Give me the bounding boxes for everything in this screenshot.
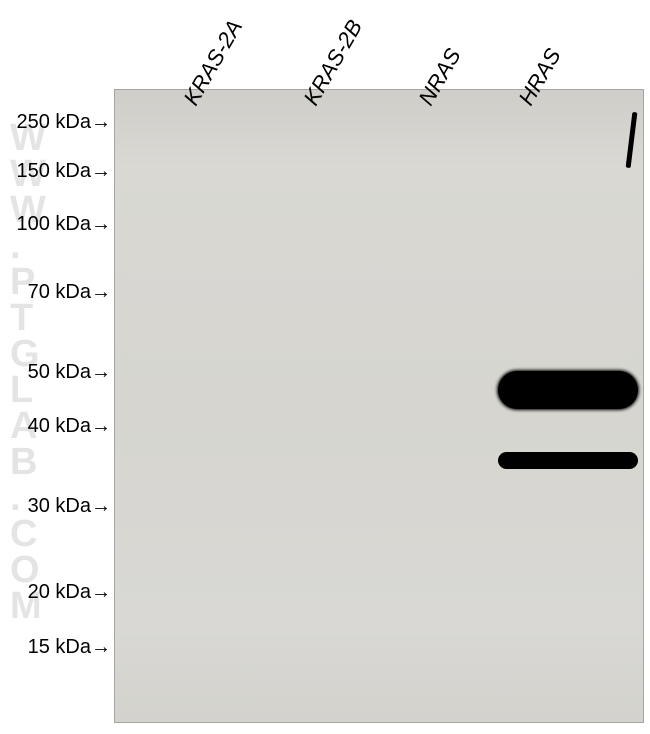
- watermark-char: T: [10, 300, 48, 336]
- mw-marker-label: 70 kDa→: [0, 281, 111, 304]
- watermark-char: C: [10, 516, 48, 552]
- mw-marker-label: 50 kDa→: [0, 361, 111, 384]
- protein-band: [498, 452, 638, 469]
- mw-marker-label: 30 kDa→: [0, 495, 111, 518]
- western-blot-figure: KRAS-2AKRAS-2BNRASHRAS 250 kDa→150 kDa→1…: [0, 0, 650, 734]
- protein-band: [498, 371, 638, 409]
- mw-marker-label: 40 kDa→: [0, 415, 111, 438]
- mw-marker-label: 15 kDa→: [0, 636, 111, 659]
- mw-marker-label: 250 kDa→: [0, 111, 111, 134]
- mw-marker-label: 150 kDa→: [0, 160, 111, 183]
- mw-marker-label: 100 kDa→: [0, 213, 111, 236]
- mw-marker-label: 20 kDa→: [0, 581, 111, 604]
- watermark-char: B: [10, 444, 48, 480]
